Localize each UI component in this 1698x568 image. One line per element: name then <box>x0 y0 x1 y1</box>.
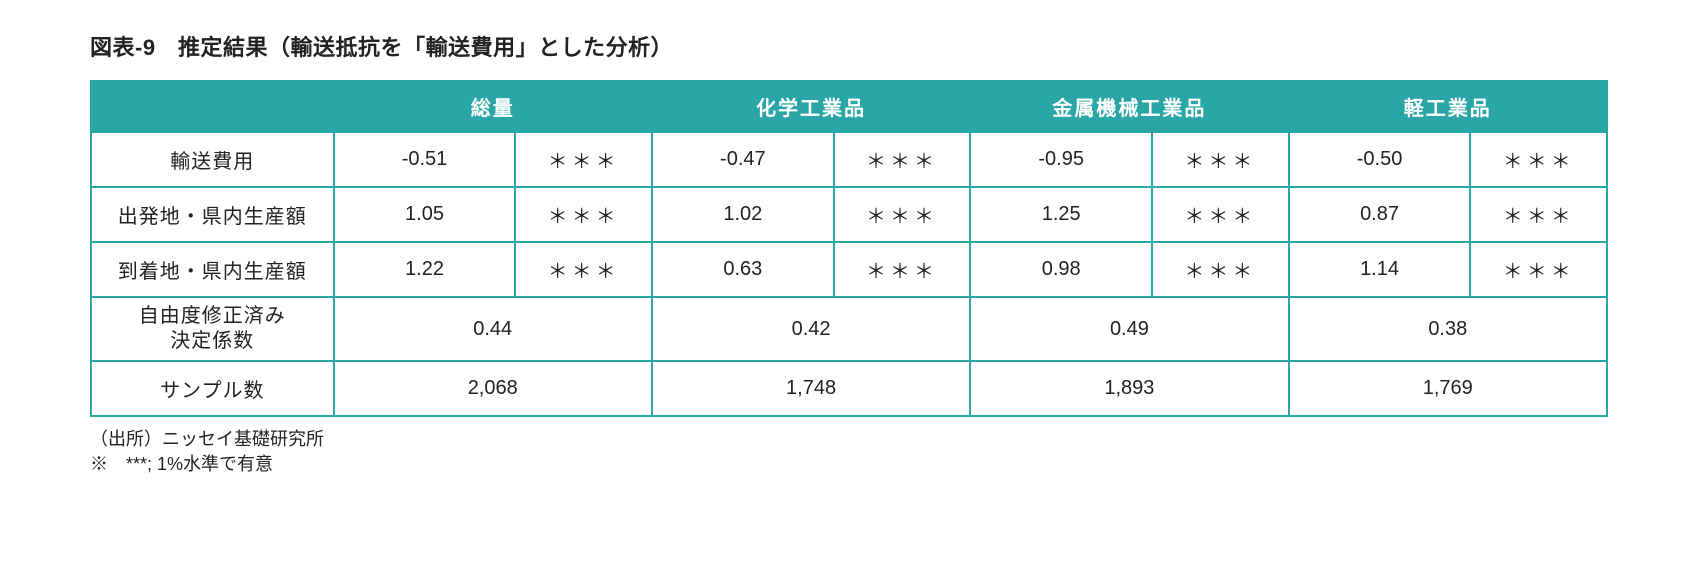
cell-significance: ＊＊＊ <box>1152 132 1288 187</box>
row-label-adj-r2: 自由度修正済み 決定係数 <box>91 297 334 361</box>
table-row: サンプル数 2,068 1,748 1,893 1,769 <box>91 361 1607 416</box>
cell-value: -0.51 <box>334 132 516 187</box>
cell-value: 1.22 <box>334 242 516 297</box>
cell-significance: ＊＊＊ <box>1470 242 1607 297</box>
col-header-3: 金属機械工業品 <box>970 81 1288 132</box>
cell-value: -0.47 <box>652 132 834 187</box>
cell-significance: ＊＊＊ <box>1152 187 1288 242</box>
table-row: 自由度修正済み 決定係数 0.44 0.42 0.49 0.38 <box>91 297 1607 361</box>
cell-value: 1.25 <box>970 187 1152 242</box>
col-header-1: 総量 <box>334 81 652 132</box>
header-corner <box>91 81 334 132</box>
cell-value: 2,068 <box>334 361 652 416</box>
row-label-sample-size: サンプル数 <box>91 361 334 416</box>
cell-value: 0.49 <box>970 297 1288 361</box>
estimation-results-table: 総量 化学工業品 金属機械工業品 軽工業品 輸送費用 -0.51 ＊＊＊ -0.… <box>90 80 1608 417</box>
footnotes: （出所）ニッセイ基礎研究所 ※ ***; 1%水準で有意 <box>90 427 1608 477</box>
cell-value: 1.05 <box>334 187 516 242</box>
cell-significance: ＊＊＊ <box>515 242 651 297</box>
row-label-adj-r2-line2: 決定係数 <box>170 330 254 352</box>
cell-value: 0.42 <box>652 297 970 361</box>
cell-value: 0.63 <box>652 242 834 297</box>
cell-significance: ＊＊＊ <box>1470 132 1607 187</box>
cell-value: 1,893 <box>970 361 1288 416</box>
cell-value: 1.14 <box>1289 242 1471 297</box>
row-label-origin-production: 出発地・県内生産額 <box>91 187 334 242</box>
footnote-source: （出所）ニッセイ基礎研究所 <box>90 427 1608 452</box>
table-row: 到着地・県内生産額 1.22 ＊＊＊ 0.63 ＊＊＊ 0.98 ＊＊＊ 1.1… <box>91 242 1607 297</box>
header-row: 総量 化学工業品 金属機械工業品 軽工業品 <box>91 81 1607 132</box>
cell-significance: ＊＊＊ <box>834 187 970 242</box>
cell-value: 1,769 <box>1289 361 1607 416</box>
cell-significance: ＊＊＊ <box>515 187 651 242</box>
table-row: 出発地・県内生産額 1.05 ＊＊＊ 1.02 ＊＊＊ 1.25 ＊＊＊ 0.8… <box>91 187 1607 242</box>
table-row: 輸送費用 -0.51 ＊＊＊ -0.47 ＊＊＊ -0.95 ＊＊＊ -0.50… <box>91 132 1607 187</box>
row-label-adj-r2-line1: 自由度修正済み <box>139 305 286 327</box>
cell-value: 1.02 <box>652 187 834 242</box>
cell-value: 0.38 <box>1289 297 1607 361</box>
footnote-significance: ※ ***; 1%水準で有意 <box>90 452 1608 477</box>
cell-significance: ＊＊＊ <box>834 242 970 297</box>
cell-value: -0.50 <box>1289 132 1471 187</box>
col-header-4: 軽工業品 <box>1289 81 1607 132</box>
cell-value: -0.95 <box>970 132 1152 187</box>
cell-significance: ＊＊＊ <box>1470 187 1607 242</box>
cell-significance: ＊＊＊ <box>834 132 970 187</box>
cell-value: 1,748 <box>652 361 970 416</box>
cell-value: 0.87 <box>1289 187 1471 242</box>
cell-value: 0.98 <box>970 242 1152 297</box>
cell-significance: ＊＊＊ <box>515 132 651 187</box>
row-label-transport-cost: 輸送費用 <box>91 132 334 187</box>
col-header-2: 化学工業品 <box>652 81 970 132</box>
table-title: 図表-9 推定結果（輸送抵抗を「輸送費用」とした分析） <box>90 30 1608 62</box>
row-label-destination-production: 到着地・県内生産額 <box>91 242 334 297</box>
cell-significance: ＊＊＊ <box>1152 242 1288 297</box>
cell-value: 0.44 <box>334 297 652 361</box>
